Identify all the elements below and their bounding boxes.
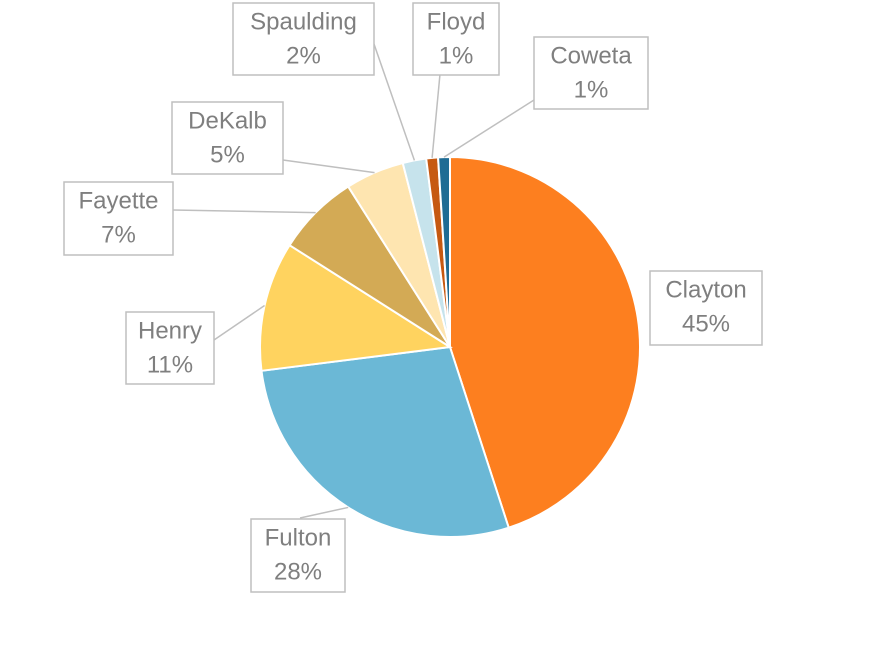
data-label-name: Coweta (550, 42, 632, 69)
data-label-name: Floyd (427, 8, 486, 35)
data-label-value: 1% (439, 42, 474, 69)
label-box (63, 181, 174, 256)
leader-line (443, 99, 535, 158)
label-box (125, 311, 215, 385)
data-label-name: Clayton (665, 276, 746, 303)
leader-line (431, 73, 441, 158)
data-label-value: 1% (574, 76, 609, 103)
label-box (250, 518, 346, 593)
label-box (533, 36, 649, 110)
pie-slice (449, 155, 641, 529)
data-label-value: 11% (147, 351, 193, 378)
leader-line (282, 159, 375, 174)
data-label-value: 7% (101, 221, 136, 248)
data-label-name: DeKalb (188, 107, 267, 134)
data-label-name: Fulton (265, 524, 332, 551)
label-box (412, 2, 500, 76)
data-label-value: 28% (274, 558, 322, 585)
label-box (649, 270, 763, 346)
leader-line (299, 506, 349, 519)
data-label-value: 45% (682, 310, 730, 337)
data-label-value: 2% (286, 42, 321, 69)
leader-line (373, 43, 416, 161)
pie-slice (259, 243, 453, 372)
data-label-name: Henry (138, 317, 202, 344)
data-label-name: Spaulding (250, 8, 357, 35)
leader-line (172, 209, 316, 214)
label-box (232, 2, 375, 76)
data-label-name: Fayette (78, 187, 158, 214)
label-box (171, 101, 284, 175)
leader-line (213, 304, 265, 341)
data-label-value: 5% (210, 141, 245, 168)
